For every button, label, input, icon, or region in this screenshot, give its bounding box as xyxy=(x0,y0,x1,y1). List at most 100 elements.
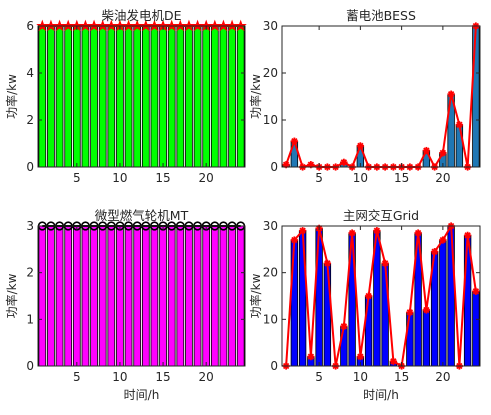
bar xyxy=(176,225,185,367)
x-tick-label: 10 xyxy=(353,370,368,384)
data-point xyxy=(307,353,315,361)
bar xyxy=(185,25,193,168)
plot-area xyxy=(38,26,245,167)
bar xyxy=(228,25,236,168)
x-tick-label: 5 xyxy=(73,171,81,185)
bar xyxy=(124,225,133,367)
x-tick-label: 5 xyxy=(315,370,323,384)
y-tick-label: 0 xyxy=(270,359,278,373)
chart-title: 柴油发电机DE xyxy=(101,8,181,23)
bar xyxy=(202,25,211,168)
bar xyxy=(219,225,228,367)
bar xyxy=(72,25,81,168)
data-point xyxy=(299,227,307,235)
y-tick-label: 0 xyxy=(26,160,34,174)
data-point xyxy=(290,137,298,145)
axes-box xyxy=(37,25,246,168)
bar xyxy=(455,124,464,168)
y-tick-label: 2 xyxy=(26,113,34,127)
data-point xyxy=(323,259,331,267)
x-axis-label: 时间/h xyxy=(363,388,399,402)
y-tick-label: 6 xyxy=(26,19,34,33)
bar xyxy=(55,225,64,367)
bar xyxy=(228,225,236,367)
data-point xyxy=(439,149,447,157)
bar xyxy=(439,239,447,367)
bar xyxy=(159,225,167,367)
bar xyxy=(47,25,55,168)
data-point xyxy=(340,158,348,166)
x-tick-label: 15 xyxy=(394,171,409,185)
y-tick-label: 20 xyxy=(263,66,278,80)
bar xyxy=(193,25,202,168)
data-point xyxy=(381,259,389,267)
x-tick-label: 20 xyxy=(435,370,450,384)
bar xyxy=(81,225,90,367)
y-tick-label: 30 xyxy=(263,19,278,33)
bar xyxy=(210,25,219,168)
x-tick-label: 5 xyxy=(73,370,81,384)
bar xyxy=(340,325,348,367)
x-tick-label: 10 xyxy=(353,171,368,185)
plot-area xyxy=(38,226,245,366)
x-tick-label: 15 xyxy=(394,370,409,384)
x-tick-label: 20 xyxy=(435,171,450,185)
bar xyxy=(159,25,167,168)
bar xyxy=(98,25,107,168)
plot-area xyxy=(282,26,480,167)
data-point xyxy=(365,292,373,300)
chart-title: 主网交互Grid xyxy=(343,208,419,223)
bar xyxy=(236,25,245,168)
data-point xyxy=(439,236,447,244)
bar xyxy=(64,225,73,367)
bar xyxy=(406,311,414,367)
bar xyxy=(210,225,219,367)
bar xyxy=(107,25,116,168)
axes-box xyxy=(37,225,246,367)
bar xyxy=(116,25,124,168)
plot-grid-exchange: 5 10 15 20 0 10 20 30 主网交互Grid 时间/h 功率/kw xyxy=(248,208,481,402)
data-point xyxy=(356,353,364,361)
bar xyxy=(133,225,142,367)
data-point xyxy=(406,308,414,316)
bar xyxy=(98,225,107,367)
bar xyxy=(185,225,193,367)
y-tick-label: 10 xyxy=(263,312,278,326)
x-tick-label: 15 xyxy=(155,171,170,185)
bar xyxy=(64,25,73,168)
y-tick-label: 4 xyxy=(26,66,34,80)
x-tick-label: 20 xyxy=(199,370,214,384)
y-axis-label: 功率/kw xyxy=(4,273,19,318)
bar xyxy=(472,25,480,168)
data-point xyxy=(307,161,315,169)
plot-diesel-generator: 5 10 15 20 0 2 4 6 柴油发电机DE 功率/kw xyxy=(4,8,247,185)
x-tick-label: 15 xyxy=(155,370,170,384)
x-tick-label: 10 xyxy=(112,171,127,185)
bar xyxy=(150,225,159,367)
data-point xyxy=(373,227,381,235)
data-point xyxy=(422,306,430,314)
y-tick-label: 1 xyxy=(26,312,34,326)
bar xyxy=(90,225,98,367)
bar xyxy=(323,262,332,367)
bar xyxy=(472,290,480,367)
bar xyxy=(107,225,116,367)
y-tick-label: 2 xyxy=(26,266,34,280)
data-point xyxy=(356,142,364,150)
bar xyxy=(150,25,159,168)
axes-box xyxy=(281,225,481,367)
plot-battery-storage: 5 10 15 20 0 10 20 30 蓄电池BESS 功率/kw xyxy=(248,8,481,185)
y-tick-label: 20 xyxy=(263,266,278,280)
y-tick-label: 0 xyxy=(26,359,34,373)
data-point xyxy=(431,248,439,256)
bar xyxy=(236,225,245,367)
data-point xyxy=(414,229,422,237)
bar xyxy=(381,262,389,367)
x-tick-label: 10 xyxy=(112,370,127,384)
data-point xyxy=(389,357,397,365)
bar xyxy=(422,309,431,367)
x-tick-label: 5 xyxy=(315,171,323,185)
chart-title: 蓄电池BESS xyxy=(346,8,416,23)
bar xyxy=(38,25,47,168)
